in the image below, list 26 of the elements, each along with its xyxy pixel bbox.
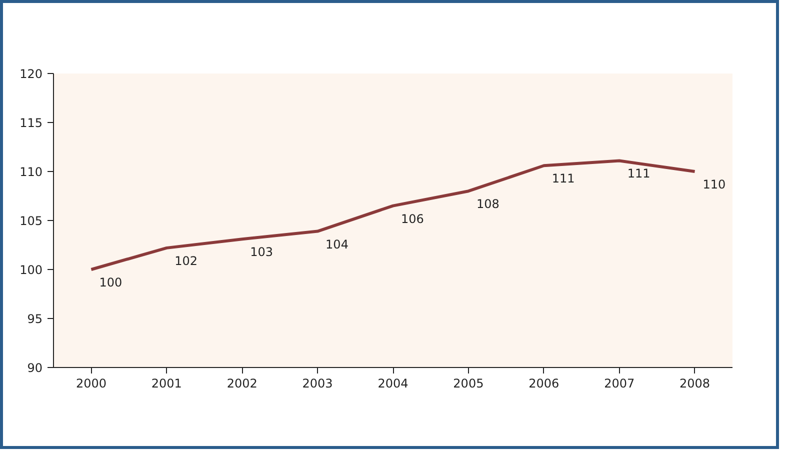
x-tick-label: 2000	[76, 376, 106, 390]
data-label: 102	[174, 254, 198, 268]
data-label: 106	[401, 212, 424, 226]
x-tick-label: 2003	[302, 376, 333, 390]
y-tick-label: 100	[20, 263, 42, 277]
y-tick-label: 95	[27, 312, 43, 326]
x-tick-label: 2005	[453, 376, 484, 390]
data-label: 104	[326, 237, 348, 252]
line-series	[90, 159, 696, 271]
y-tick-label: 120	[20, 67, 42, 81]
y-tick-label: 90	[27, 361, 43, 375]
x-tick-label: 2008	[680, 376, 710, 390]
data-label: 108	[476, 197, 500, 212]
data-label: 100	[99, 276, 122, 290]
data-label: 103	[250, 245, 274, 260]
y-tick-label: 115	[20, 116, 42, 130]
x-tick-label: 2007	[604, 376, 635, 390]
x-tick-label: 2001	[151, 376, 182, 390]
x-tick-label: 2002	[226, 376, 258, 390]
y-tick-label: 110	[20, 165, 42, 179]
x-tick-label: 2004	[378, 376, 408, 390]
y-tick-label: 105	[20, 214, 42, 228]
x-tick-label: 2006	[528, 376, 560, 390]
data-label: 110	[702, 178, 726, 192]
data-label: 111	[627, 166, 650, 181]
data-label: 111	[552, 172, 575, 186]
